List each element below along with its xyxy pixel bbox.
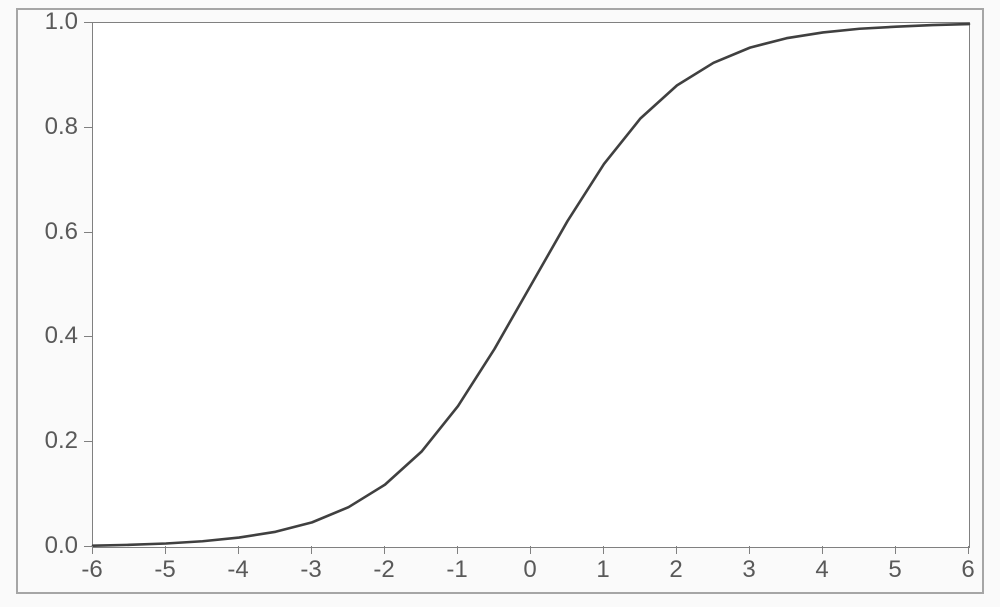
x-tick-mark — [968, 546, 969, 554]
chart-frame: 0.0 0.2 0.4 0.6 0.8 1.0 -6 -5 -4 -3 -2 -1 0 1 2 3 4 5 6 — [0, 0, 1000, 607]
x-tick-mark — [457, 546, 458, 554]
x-tick-label: -2 — [373, 558, 394, 582]
series-path-sigmoid — [93, 24, 969, 546]
y-tick-mark — [84, 22, 92, 23]
y-tick-mark — [84, 546, 92, 547]
x-tick-mark — [749, 546, 750, 554]
x-tick-label: 0 — [523, 558, 536, 582]
x-tick-mark — [603, 546, 604, 554]
x-tick-label: -4 — [227, 558, 248, 582]
y-tick-mark — [84, 336, 92, 337]
x-tick-label: -1 — [446, 558, 467, 582]
x-tick-label: -6 — [81, 558, 102, 582]
y-tick-label: 0.4 — [45, 324, 78, 348]
x-tick-mark — [92, 546, 93, 554]
x-tick-mark — [530, 546, 531, 554]
y-tick-label: 0.2 — [45, 429, 78, 453]
y-tick-mark — [84, 441, 92, 442]
y-tick-mark — [84, 127, 92, 128]
x-tick-label: 1 — [596, 558, 609, 582]
x-tick-mark — [676, 546, 677, 554]
y-tick-label: 1.0 — [45, 10, 78, 34]
x-tick-label: 3 — [742, 558, 755, 582]
x-tick-label: 6 — [961, 558, 974, 582]
x-tick-label: 4 — [815, 558, 828, 582]
x-tick-label: -5 — [154, 558, 175, 582]
x-tick-mark — [822, 546, 823, 554]
x-tick-mark — [384, 546, 385, 554]
y-tick-label: 0.0 — [45, 534, 78, 558]
y-tick-label: 0.8 — [45, 115, 78, 139]
y-tick-label: 0.6 — [45, 220, 78, 244]
plot-area — [92, 22, 970, 548]
x-tick-mark — [311, 546, 312, 554]
y-tick-mark — [84, 232, 92, 233]
x-tick-mark — [165, 546, 166, 554]
x-tick-label: 2 — [669, 558, 682, 582]
x-tick-label: 5 — [888, 558, 901, 582]
x-tick-mark — [238, 546, 239, 554]
x-tick-label: -3 — [300, 558, 321, 582]
x-tick-mark — [895, 546, 896, 554]
line-series-sigmoid — [93, 23, 969, 547]
